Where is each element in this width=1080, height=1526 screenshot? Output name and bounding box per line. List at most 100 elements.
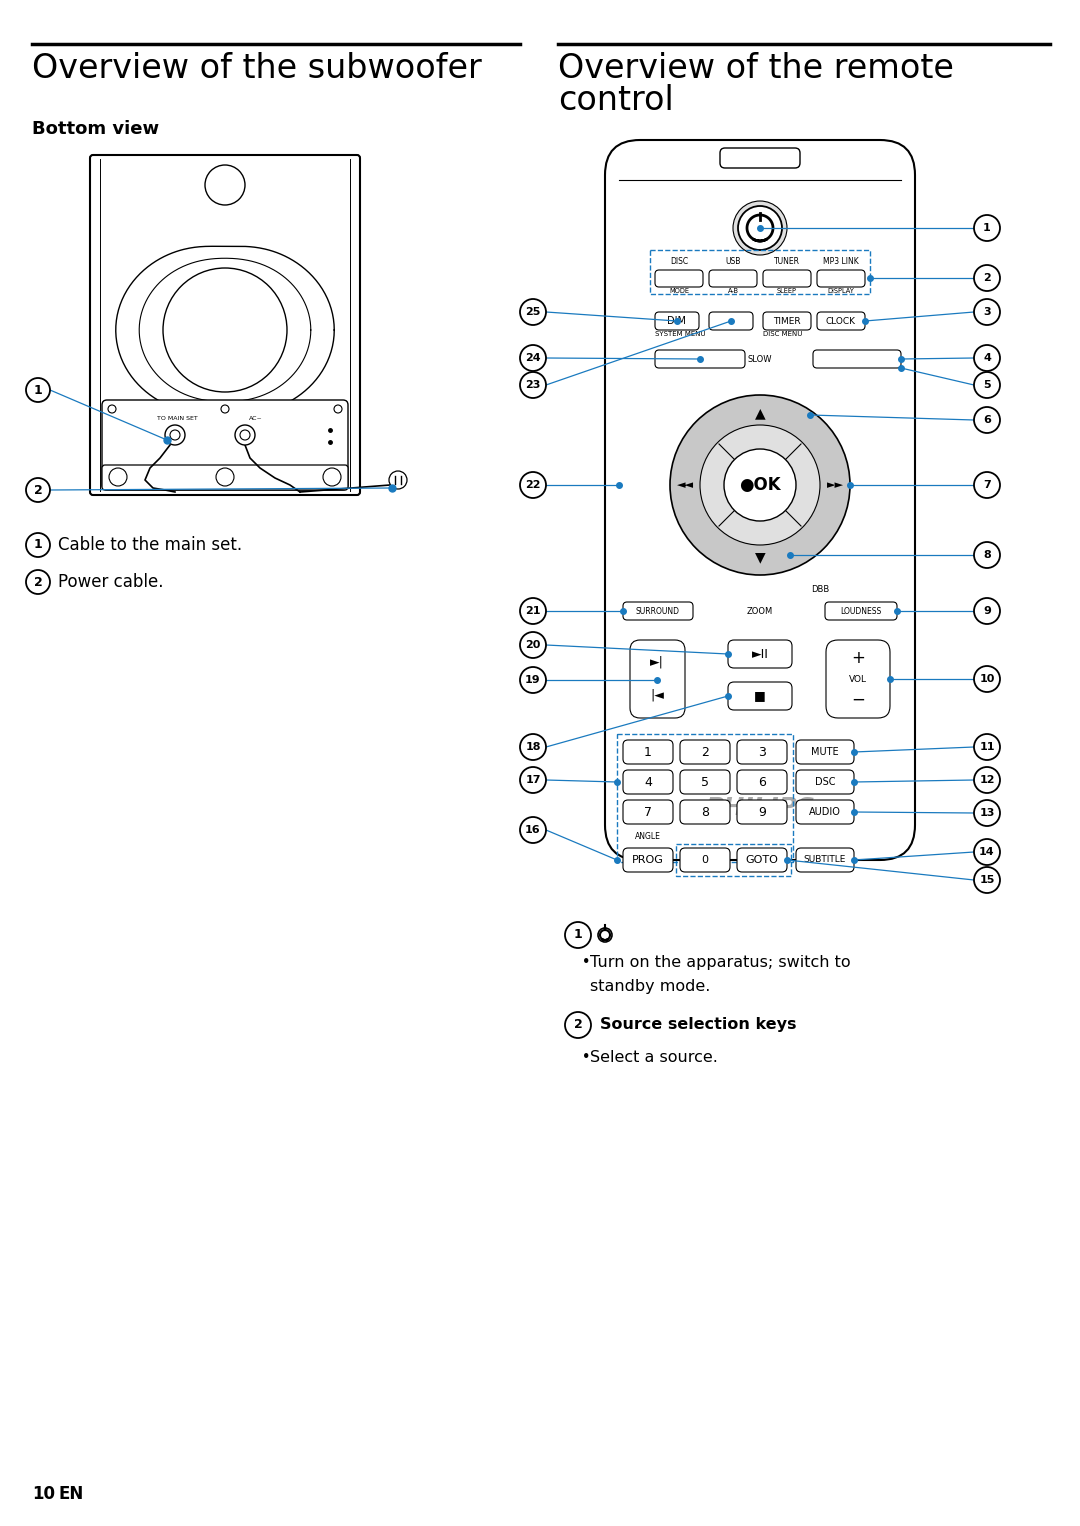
Text: SLEEP: SLEEP: [777, 288, 797, 295]
FancyBboxPatch shape: [816, 311, 865, 330]
FancyBboxPatch shape: [654, 270, 703, 287]
Text: •: •: [572, 1050, 591, 1065]
Circle shape: [565, 922, 591, 948]
Text: ◄◄: ◄◄: [676, 481, 693, 490]
FancyBboxPatch shape: [623, 740, 673, 765]
Text: AC~: AC~: [249, 417, 262, 421]
Text: TIMER: TIMER: [773, 316, 800, 325]
Circle shape: [670, 395, 850, 575]
Text: 16: 16: [525, 826, 541, 835]
Circle shape: [974, 372, 1000, 398]
Text: Cable to the main set.: Cable to the main set.: [58, 536, 242, 554]
Text: LOUDNESS: LOUDNESS: [840, 606, 881, 615]
Text: 19: 19: [525, 674, 541, 685]
Text: 2: 2: [33, 575, 42, 589]
FancyBboxPatch shape: [708, 270, 757, 287]
Circle shape: [974, 215, 1000, 241]
Text: GOTO: GOTO: [745, 855, 779, 865]
Text: ▲: ▲: [755, 406, 766, 420]
Text: 4: 4: [644, 775, 652, 789]
Text: ▼: ▼: [755, 549, 766, 565]
Text: 0: 0: [702, 855, 708, 865]
Circle shape: [974, 734, 1000, 760]
FancyBboxPatch shape: [623, 800, 673, 824]
FancyBboxPatch shape: [816, 270, 865, 287]
FancyBboxPatch shape: [737, 800, 787, 824]
Text: DISC: DISC: [670, 256, 688, 266]
Text: 6: 6: [758, 775, 766, 789]
Text: Turn on the apparatus; switch to: Turn on the apparatus; switch to: [590, 955, 851, 971]
FancyBboxPatch shape: [728, 682, 792, 710]
Circle shape: [240, 430, 249, 439]
Circle shape: [974, 542, 1000, 568]
Text: 2: 2: [33, 484, 42, 496]
Circle shape: [733, 201, 787, 255]
Text: 6: 6: [983, 415, 991, 426]
Text: 21: 21: [525, 606, 541, 617]
Circle shape: [389, 472, 407, 488]
FancyBboxPatch shape: [605, 140, 915, 861]
Text: ●OK: ●OK: [739, 476, 781, 494]
FancyBboxPatch shape: [623, 848, 673, 871]
Bar: [676, 844, 791, 876]
Text: VOL: VOL: [849, 674, 867, 684]
Text: 9: 9: [758, 806, 766, 818]
Text: AUDIO: AUDIO: [809, 807, 841, 816]
Circle shape: [235, 426, 255, 446]
Circle shape: [974, 407, 1000, 433]
Text: 2: 2: [573, 1018, 582, 1032]
Text: 3: 3: [758, 746, 766, 758]
Text: TO MAIN SET: TO MAIN SET: [157, 417, 198, 421]
Text: PROG: PROG: [632, 855, 664, 865]
Circle shape: [519, 345, 546, 371]
Text: 18: 18: [525, 742, 541, 752]
Text: TUNER: TUNER: [774, 256, 800, 266]
FancyBboxPatch shape: [654, 311, 699, 330]
Text: 1: 1: [33, 383, 42, 397]
Text: 11: 11: [980, 742, 995, 752]
FancyBboxPatch shape: [720, 148, 800, 168]
Circle shape: [974, 800, 1000, 826]
FancyBboxPatch shape: [90, 156, 360, 494]
Circle shape: [724, 449, 796, 520]
Text: Overview of the subwoofer: Overview of the subwoofer: [32, 52, 482, 85]
FancyBboxPatch shape: [813, 349, 901, 368]
Text: 9: 9: [983, 606, 991, 617]
Text: EN: EN: [58, 1485, 83, 1503]
Text: 22: 22: [525, 481, 541, 490]
Text: +: +: [851, 649, 865, 667]
Text: 8: 8: [701, 806, 708, 818]
FancyBboxPatch shape: [796, 800, 854, 824]
Text: MP3 LINK: MP3 LINK: [823, 256, 859, 266]
Text: |◄: |◄: [650, 688, 664, 702]
Circle shape: [565, 1012, 591, 1038]
Circle shape: [974, 266, 1000, 291]
Circle shape: [974, 472, 1000, 497]
Text: ■: ■: [754, 690, 766, 702]
Circle shape: [974, 839, 1000, 865]
FancyBboxPatch shape: [826, 639, 890, 719]
FancyBboxPatch shape: [630, 639, 685, 719]
Circle shape: [974, 665, 1000, 691]
Text: ZOOM: ZOOM: [747, 606, 773, 615]
Text: 10: 10: [980, 674, 995, 684]
Text: 5: 5: [701, 775, 708, 789]
Text: ►II: ►II: [752, 647, 769, 661]
Text: Power cable.: Power cable.: [58, 572, 163, 591]
Text: 13: 13: [980, 807, 995, 818]
Circle shape: [700, 426, 820, 545]
FancyBboxPatch shape: [737, 771, 787, 794]
Text: A-B: A-B: [728, 288, 739, 295]
Circle shape: [323, 468, 341, 485]
Text: 20: 20: [525, 639, 541, 650]
Text: SLOW: SLOW: [747, 354, 772, 363]
Circle shape: [598, 928, 612, 942]
Circle shape: [519, 768, 546, 794]
Text: 1: 1: [644, 746, 652, 758]
Bar: [650, 250, 870, 295]
Text: DIM: DIM: [667, 316, 687, 327]
FancyBboxPatch shape: [680, 771, 730, 794]
Text: 4: 4: [983, 353, 991, 363]
Text: USB: USB: [726, 256, 741, 266]
Circle shape: [974, 299, 1000, 325]
